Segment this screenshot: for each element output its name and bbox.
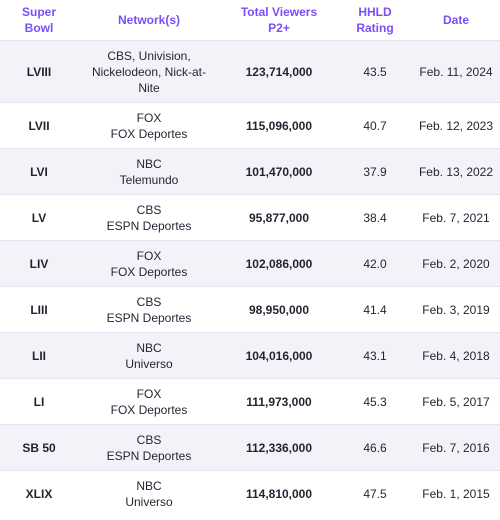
header-super-bowl-line2: Bowl xyxy=(24,21,54,35)
header-row: Super Bowl Network(s) Total Viewers P2+ … xyxy=(0,0,500,41)
cell-total-viewers: 95,877,000 xyxy=(220,194,338,241)
cell-hhld-rating: 45.3 xyxy=(338,378,412,425)
cell-hhld-rating: 43.1 xyxy=(338,332,412,379)
cell-date: Feb. 2, 2020 xyxy=(412,240,500,287)
cell-hhld-rating: 46.6 xyxy=(338,424,412,471)
table-row: SB 50 CBS ESPN Deportes 112,336,000 46.6 Feb.… xyxy=(0,424,500,471)
network-line: CBS xyxy=(136,202,162,217)
cell-super-bowl: LI xyxy=(0,378,78,425)
cell-date: Feb. 1, 2015 xyxy=(412,470,500,517)
cell-hhld-rating: 47.5 xyxy=(338,470,412,517)
cell-hhld-rating: 38.4 xyxy=(338,194,412,241)
cell-super-bowl: XLIX xyxy=(0,470,78,517)
network-line: NBC xyxy=(136,156,162,171)
cell-super-bowl: LVII xyxy=(0,102,78,149)
cell-super-bowl: SB 50 xyxy=(0,424,78,471)
network-line: FOX Deportes xyxy=(110,264,188,279)
cell-hhld-rating: 43.5 xyxy=(338,40,412,103)
network-line: ESPN Deportes xyxy=(106,448,192,463)
network-line: CBS xyxy=(136,432,162,447)
cell-date: Feb. 12, 2023 xyxy=(412,102,500,149)
header-date: Date xyxy=(412,0,500,41)
cell-date: Feb. 13, 2022 xyxy=(412,148,500,195)
network-line: FOX xyxy=(136,386,162,401)
table-row: XLIX NBC Universo 114,810,000 47.5 Feb. 1, 20… xyxy=(0,470,500,517)
table-row: LVI NBC Telemundo 101,470,000 37.9 Feb. 13, 2… xyxy=(0,148,500,195)
network-line: FOX Deportes xyxy=(110,402,188,417)
cell-date: Feb. 5, 2017 xyxy=(412,378,500,425)
network-line: NBC xyxy=(136,340,162,355)
network-line: FOX xyxy=(136,248,162,263)
cell-networks: CBS, Univision, Nickelodeon, Nick-at- Nite xyxy=(78,40,220,103)
header-total-viewers: Total Viewers P2+ xyxy=(220,0,338,41)
header-total-viewers-line2: P2+ xyxy=(268,21,290,35)
network-line: Nite xyxy=(138,80,160,95)
cell-hhld-rating: 41.4 xyxy=(338,286,412,333)
header-hhld-rating-line1: HHLD xyxy=(358,5,392,19)
cell-super-bowl: LII xyxy=(0,332,78,379)
cell-date: Feb. 3, 2019 xyxy=(412,286,500,333)
cell-networks: NBC Telemundo xyxy=(78,148,220,195)
cell-total-viewers: 123,714,000 xyxy=(220,40,338,103)
network-line: ESPN Deportes xyxy=(106,310,192,325)
cell-total-viewers: 104,016,000 xyxy=(220,332,338,379)
table-row: LIV FOX FOX Deportes 102,086,000 42.0 Feb. 2,… xyxy=(0,240,500,287)
cell-total-viewers: 114,810,000 xyxy=(220,470,338,517)
network-line: FOX Deportes xyxy=(110,126,188,141)
network-line: Nickelodeon, Nick-at- xyxy=(91,64,207,79)
cell-date: Feb. 4, 2018 xyxy=(412,332,500,379)
cell-hhld-rating: 42.0 xyxy=(338,240,412,287)
cell-networks: FOX FOX Deportes xyxy=(78,240,220,287)
cell-networks: FOX FOX Deportes xyxy=(78,102,220,149)
cell-total-viewers: 112,336,000 xyxy=(220,424,338,471)
header-super-bowl: Super Bowl xyxy=(0,0,78,41)
cell-super-bowl: LVIII xyxy=(0,40,78,103)
table-row: LIII CBS ESPN Deportes 98,950,000 41.4 Feb. 3… xyxy=(0,286,500,333)
header-hhld-rating-line2: Rating xyxy=(356,21,394,35)
network-line: Universo xyxy=(125,494,173,509)
network-line: ESPN Deportes xyxy=(106,218,192,233)
cell-super-bowl: LVI xyxy=(0,148,78,195)
network-line: CBS, Univision, xyxy=(107,48,191,63)
table-body: LVIII CBS, Univision, Nickelodeon, Nick-at… xyxy=(0,40,500,517)
network-line: Telemundo xyxy=(119,172,179,187)
cell-super-bowl: LV xyxy=(0,194,78,241)
table-row: LV CBS ESPN Deportes 95,877,000 38.4 Feb. 7, … xyxy=(0,194,500,241)
cell-networks: FOX FOX Deportes xyxy=(78,378,220,425)
header-total-viewers-line1: Total Viewers xyxy=(240,5,318,19)
table-row: LVII FOX FOX Deportes 115,096,000 40.7 Feb. 1… xyxy=(0,102,500,149)
network-line: NBC xyxy=(136,478,162,493)
cell-hhld-rating: 37.9 xyxy=(338,148,412,195)
table-row: LVIII CBS, Univision, Nickelodeon, Nick-at… xyxy=(0,40,500,103)
cell-date: Feb. 7, 2016 xyxy=(412,424,500,471)
cell-super-bowl: LIV xyxy=(0,240,78,287)
cell-networks: CBS ESPN Deportes xyxy=(78,194,220,241)
table-row: LII NBC Universo 104,016,000 43.1 Feb. 4, 201… xyxy=(0,332,500,379)
network-line: FOX xyxy=(136,110,162,125)
cell-total-viewers: 102,086,000 xyxy=(220,240,338,287)
header-hhld-rating: HHLD Rating xyxy=(338,0,412,41)
cell-total-viewers: 111,973,000 xyxy=(220,378,338,425)
cell-hhld-rating: 40.7 xyxy=(338,102,412,149)
cell-date: Feb. 11, 2024 xyxy=(412,40,500,103)
cell-total-viewers: 101,470,000 xyxy=(220,148,338,195)
cell-super-bowl: LIII xyxy=(0,286,78,333)
network-line: CBS xyxy=(136,294,162,309)
cell-networks: NBC Universo xyxy=(78,332,220,379)
cell-networks: CBS ESPN Deportes xyxy=(78,286,220,333)
table-header: Super Bowl Network(s) Total Viewers P2+ … xyxy=(0,0,500,41)
cell-networks: CBS ESPN Deportes xyxy=(78,424,220,471)
network-line: Universo xyxy=(125,356,173,371)
cell-total-viewers: 115,096,000 xyxy=(220,102,338,149)
cell-networks: NBC Universo xyxy=(78,470,220,517)
header-super-bowl-line1: Super xyxy=(21,5,56,19)
header-networks: Network(s) xyxy=(78,0,220,41)
table-row: LI FOX FOX Deportes 111,973,000 45.3 Feb. 5, … xyxy=(0,378,500,425)
cell-date: Feb. 7, 2021 xyxy=(412,194,500,241)
cell-total-viewers: 98,950,000 xyxy=(220,286,338,333)
